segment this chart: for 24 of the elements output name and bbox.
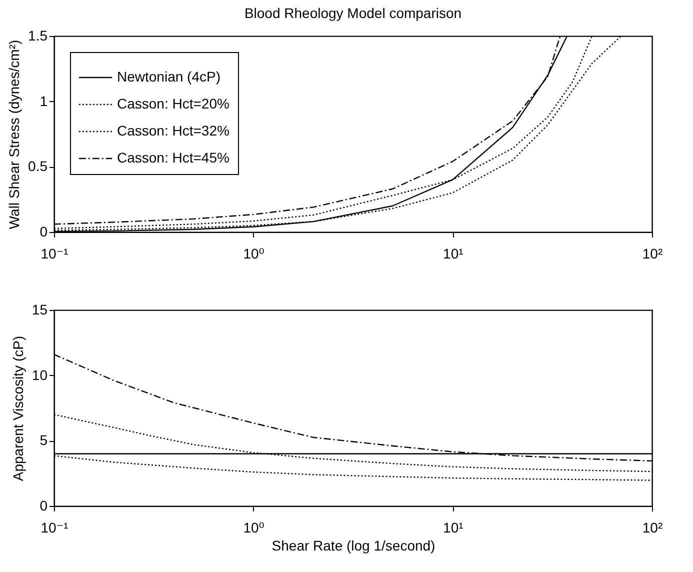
- x-axis-title: Shear Rate (log 1/second): [272, 538, 436, 554]
- x-tick-label: 10²: [642, 246, 663, 262]
- x-tick-label: 10⁻¹: [40, 246, 69, 262]
- x-tick-label: 10¹: [443, 246, 464, 262]
- legend-label: Newtonian (4cP): [117, 68, 220, 84]
- y-axis-title: Apparent Viscosity (cP): [10, 336, 26, 482]
- x-tick-label: 10⁰: [243, 246, 265, 262]
- legend-label: Casson: Hct=32%: [117, 122, 230, 138]
- y-tick-label: 0.5: [28, 158, 48, 174]
- x-tick-label: 10⁻¹: [40, 520, 69, 536]
- chart-title: Blood Rheology Model comparison: [244, 5, 462, 21]
- legend-label: Casson: Hct=20%: [117, 96, 230, 112]
- y-tick-label: 15: [32, 302, 48, 318]
- y-tick-label: 5: [40, 432, 48, 448]
- y-tick-label: 10: [32, 366, 48, 383]
- y-tick-label: 0: [40, 498, 48, 514]
- y-tick-label: 0: [40, 224, 48, 240]
- y-tick-label: 1.5: [28, 28, 48, 44]
- legend-label: Casson: Hct=45%: [117, 150, 230, 166]
- x-tick-label: 10⁰: [243, 520, 265, 536]
- y-axis-title: Wall Shear Stress (dynes/cm²): [6, 40, 22, 230]
- y-tick-label: 1: [40, 92, 48, 109]
- x-tick-label: 10¹: [443, 520, 464, 536]
- x-tick-label: 10²: [642, 520, 663, 536]
